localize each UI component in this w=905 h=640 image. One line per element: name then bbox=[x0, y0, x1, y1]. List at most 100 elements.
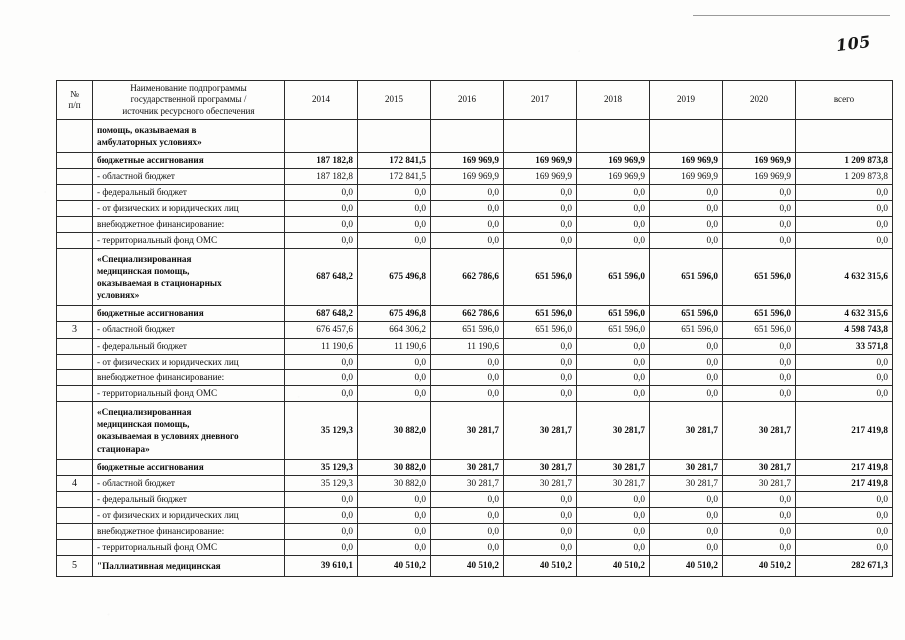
table-row: - территориальный фонд ОМС 0,0 0,0 0,0 0,0 0,… bbox=[56, 231, 893, 249]
value-cell-2020: 30 281,7 bbox=[722, 458, 796, 476]
value-cell-2017: 40 510,2 bbox=[503, 554, 577, 577]
value-cell-2015: 0,0 bbox=[357, 369, 431, 387]
row-number-cell bbox=[56, 305, 93, 322]
row-label-cell: внебюджетное финансирование: bbox=[92, 523, 285, 540]
value-cell-2020: 40 510,2 bbox=[722, 554, 796, 577]
value-cell-2014: 0,0 bbox=[284, 199, 358, 217]
value-cell-2014: 39 610,1 bbox=[284, 554, 358, 577]
table-row: - областной бюджет 187 182,8 172 841,5 169 … bbox=[56, 168, 893, 186]
row-label-cell: бюджетные ассигнования bbox=[92, 458, 285, 476]
table-row: внебюджетное финансирование: 0,0 0,0 0,0 0,0… bbox=[56, 523, 893, 540]
table-row: внебюджетное финансирование: 0,0 0,0 0,0 0,0… bbox=[56, 369, 893, 387]
value-cell-2019: 0,0 bbox=[649, 184, 723, 201]
value-cell-2017: 651 596,0 bbox=[503, 247, 577, 307]
value-cell-2020: 651 596,0 bbox=[722, 305, 796, 322]
value-cell-2019: 0,0 bbox=[649, 337, 723, 355]
table-row: 5 "Паллиативная медицинская 39 610,1 40 510… bbox=[56, 554, 893, 577]
value-cell-2015: 30 882,0 bbox=[357, 401, 431, 460]
value-cell-2014: 0,0 bbox=[284, 507, 358, 525]
table-row: 3- областной бюджет 676 457,6 664 306,2 651… bbox=[56, 320, 893, 339]
row-label-cell: бюджетные ассигнования bbox=[92, 152, 285, 170]
header-name-line1: Наименование подпрограммы bbox=[130, 83, 247, 93]
value-cell-2015: 0,0 bbox=[357, 507, 431, 525]
value-cell-2016: 30 281,7 bbox=[430, 401, 504, 460]
row-number-cell bbox=[56, 152, 93, 170]
value-cell-2017: 30 281,7 bbox=[503, 401, 577, 460]
column-header-year-2018: 2018 bbox=[576, 79, 650, 121]
value-cell-2016: 40 510,2 bbox=[430, 554, 504, 577]
value-cell-2020 bbox=[722, 119, 796, 154]
table-row: - территориальный фонд ОМС 0,0 0,0 0,0 0,0 0,… bbox=[56, 538, 893, 556]
row-number-cell bbox=[56, 337, 93, 355]
value-cell-2019: 651 596,0 bbox=[649, 247, 723, 307]
table-row: бюджетные ассигнования 187 182,8 172 841,5… bbox=[56, 152, 893, 170]
value-cell-2018: 30 281,7 bbox=[576, 458, 650, 476]
value-cell-2016: 0,0 bbox=[430, 538, 504, 556]
value-cell-2017: 651 596,0 bbox=[503, 320, 577, 339]
value-cell-2020: 0,0 bbox=[722, 199, 796, 217]
value-cell-total: 0,0 bbox=[795, 231, 893, 249]
row-label-cell: - областной бюджет bbox=[92, 168, 285, 186]
value-cell-2015: 172 841,5 bbox=[357, 168, 431, 186]
value-cell-2016: 662 786,6 bbox=[430, 305, 504, 322]
value-cell-2014: 35 129,3 bbox=[284, 401, 358, 460]
value-cell-total: 0,0 bbox=[795, 215, 893, 233]
table-header: № п/п Наименование подпрограммы государс… bbox=[56, 79, 893, 121]
value-cell-2016: 30 281,7 bbox=[430, 474, 504, 493]
value-cell-2019: 0,0 bbox=[649, 353, 723, 371]
value-cell-total: 0,0 bbox=[795, 385, 893, 403]
table-row: - федеральный бюджет 0,0 0,0 0,0 0,0 0,0 0,0 0,… bbox=[56, 184, 893, 201]
value-cell-2015: 0,0 bbox=[357, 199, 431, 217]
row-number-cell: 4 bbox=[56, 474, 93, 493]
value-cell-2018: 0,0 bbox=[576, 231, 650, 249]
row-label-line: «Специализированная bbox=[97, 407, 192, 418]
value-cell-2020: 0,0 bbox=[722, 337, 796, 355]
value-cell-2016: 0,0 bbox=[430, 523, 504, 540]
row-label-cell: бюджетные ассигнования bbox=[92, 305, 285, 322]
budget-table: № п/п Наименование подпрограммы государс… bbox=[56, 79, 893, 577]
value-cell-2016 bbox=[430, 119, 504, 154]
row-label-line: амбулаторных условиях» bbox=[97, 137, 202, 148]
header-number-line2: п/п bbox=[68, 100, 81, 111]
value-cell-2017: 0,0 bbox=[503, 507, 577, 525]
row-number-cell bbox=[56, 247, 93, 307]
value-cell-2019: 0,0 bbox=[649, 491, 723, 509]
value-cell-2016: 0,0 bbox=[430, 231, 504, 249]
row-number-cell bbox=[56, 353, 93, 371]
value-cell-2016: 169 969,9 bbox=[430, 152, 504, 170]
value-cell-2019: 0,0 bbox=[649, 538, 723, 556]
value-cell-total: 217 419,8 bbox=[795, 458, 893, 476]
value-cell-2017: 30 281,7 bbox=[503, 474, 577, 493]
value-cell-2019: 30 281,7 bbox=[649, 474, 723, 493]
value-cell-2015: 40 510,2 bbox=[357, 554, 431, 577]
row-label-line: медицинская помощь, bbox=[97, 265, 190, 276]
value-cell-2016: 0,0 bbox=[430, 215, 504, 233]
row-label-line: стационара» bbox=[97, 443, 150, 454]
value-cell-total: 4 598 743,8 bbox=[795, 320, 893, 339]
value-cell-2017: 0,0 bbox=[503, 538, 577, 556]
value-cell-2014: 11 190,6 bbox=[284, 337, 358, 355]
value-cell-total: 4 632 315,6 bbox=[795, 247, 893, 307]
value-cell-2020: 0,0 bbox=[722, 184, 796, 201]
row-label-cell: - федеральный бюджет bbox=[92, 337, 285, 355]
value-cell-2018: 651 596,0 bbox=[576, 305, 650, 322]
column-header-total: всего bbox=[795, 79, 893, 121]
value-cell-2019 bbox=[649, 119, 723, 154]
value-cell-2017: 0,0 bbox=[503, 491, 577, 509]
value-cell-2016: 0,0 bbox=[430, 184, 504, 201]
value-cell-2018: 651 596,0 bbox=[576, 320, 650, 339]
value-cell-2017: 0,0 bbox=[503, 523, 577, 540]
value-cell-2014: 0,0 bbox=[284, 523, 358, 540]
column-header-year-2020: 2020 bbox=[722, 79, 796, 121]
value-cell-2020: 0,0 bbox=[722, 215, 796, 233]
page-top-rule bbox=[693, 15, 890, 16]
value-cell-2016: 0,0 bbox=[430, 199, 504, 217]
value-cell-2015 bbox=[357, 119, 431, 154]
value-cell-2014: 35 129,3 bbox=[284, 474, 358, 493]
row-number-cell bbox=[56, 199, 93, 217]
table-row: «Специализированная медицинская помощь, ок… bbox=[56, 401, 893, 460]
value-cell-2020: 0,0 bbox=[722, 353, 796, 371]
table-row: 4- областной бюджет 35 129,3 30 882,0 30 28… bbox=[56, 474, 893, 493]
header-row: № п/п Наименование подпрограммы государс… bbox=[56, 79, 893, 121]
value-cell-2017: 0,0 bbox=[503, 353, 577, 371]
